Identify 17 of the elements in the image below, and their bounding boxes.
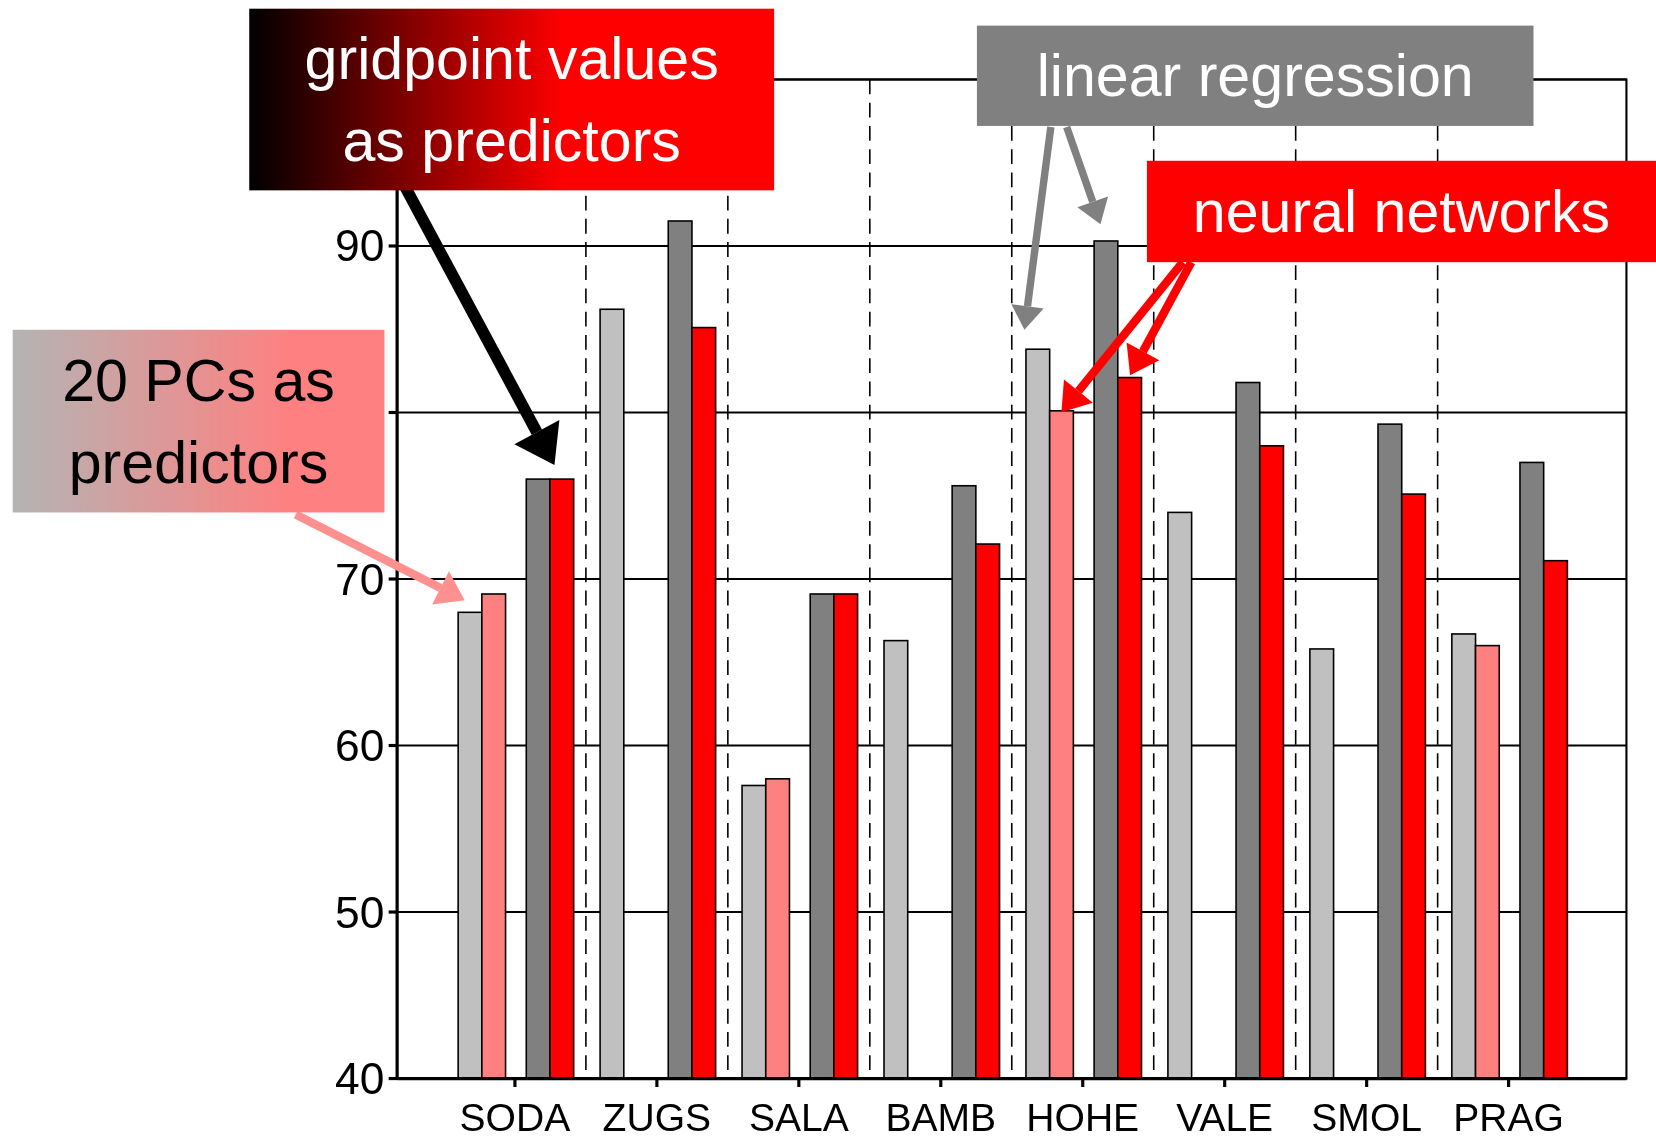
x-tick-label: PRAG — [1453, 1096, 1564, 1139]
annotation: neural networks — [1192, 178, 1611, 246]
y-tick-label: 60 — [335, 721, 385, 771]
x-tick-label: SODA — [459, 1096, 571, 1139]
x-tick-label: ZUGS — [602, 1096, 712, 1139]
annotation: linear regression — [1036, 42, 1474, 110]
y-tick-label: 90 — [335, 221, 385, 271]
y-tick-label: 50 — [335, 887, 385, 937]
x-tick-label: HOHE — [1026, 1096, 1140, 1139]
x-tick-label: SALA — [748, 1096, 849, 1139]
x-tick-label: BAMB — [885, 1096, 997, 1139]
text: 20 PCs as predictors — [62, 347, 335, 496]
x-tick-label: SMOL — [1311, 1096, 1422, 1139]
y-tick-label: 40 — [335, 1054, 385, 1104]
y-tick-label: 70 — [335, 554, 385, 604]
x-tick-label: VALE — [1176, 1096, 1274, 1139]
annotation: gridpoint values as predictors — [304, 25, 719, 175]
